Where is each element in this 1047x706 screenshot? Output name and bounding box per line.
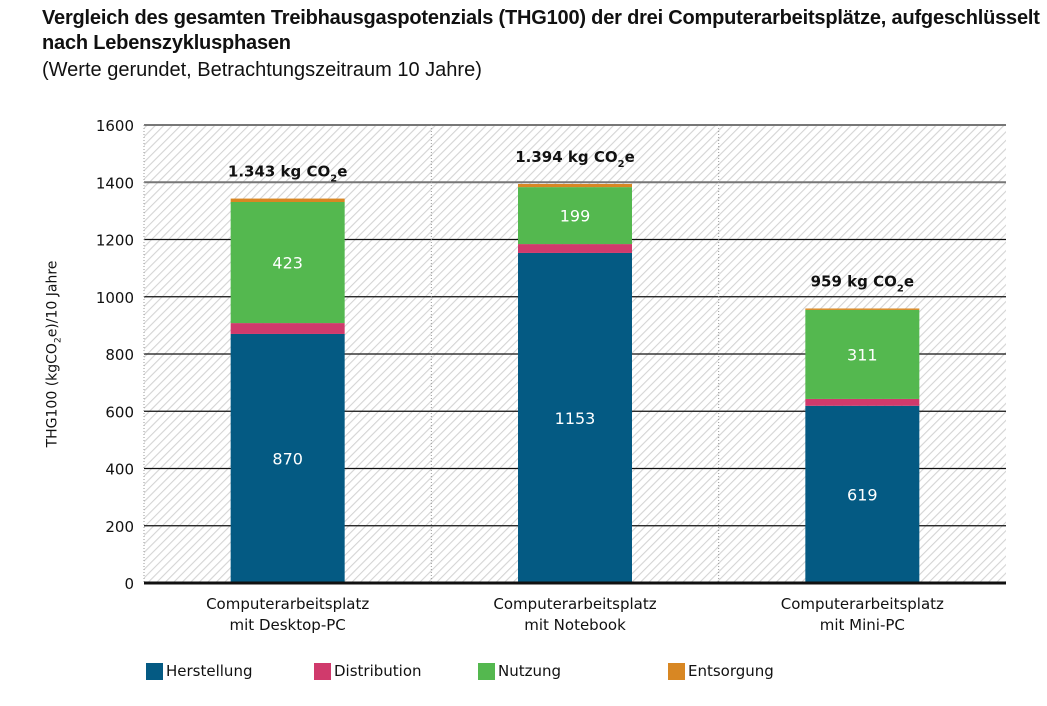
y-tick-label: 400 xyxy=(105,461,134,479)
y-axis-ticks: 0 200 400 600 800 1000 1200 1400 1600 xyxy=(96,117,134,593)
legend-swatch xyxy=(314,662,331,680)
data-label-nutzung: 423 xyxy=(272,254,303,273)
legend-item-nutzung: Nutzung xyxy=(478,662,561,680)
chart-title: Vergleich des gesamten Treibhausgaspoten… xyxy=(42,7,1040,54)
bar-segment-nutzung xyxy=(518,187,632,245)
chart-subtitle: (Werte gerundet, Betrachtungszeitraum 10… xyxy=(42,59,482,81)
legend-swatch xyxy=(478,662,495,680)
total-label: 1.343 kg CO2e xyxy=(228,163,348,185)
total-label: 959 kg CO2e xyxy=(811,272,914,294)
legend-label: Entsorgung xyxy=(688,662,774,680)
bar-segment-herstellung xyxy=(518,252,632,584)
y-tick-label: 1200 xyxy=(96,232,134,250)
bar-segment-entsorgung xyxy=(230,198,345,203)
data-label-herstellung: 619 xyxy=(847,485,878,504)
data-label-herstellung: 1153 xyxy=(555,409,596,428)
y-tick-label: 0 xyxy=(124,575,134,593)
y-tick-label: 1400 xyxy=(96,174,134,192)
bar-segment-nutzung xyxy=(805,309,920,399)
y-tick-label: 800 xyxy=(105,346,134,364)
bar-segment-entsorgung xyxy=(805,308,920,310)
data-label-nutzung: 311 xyxy=(847,345,878,364)
x-category-label: Computerarbeitsplatz mit Mini-PC xyxy=(780,595,944,634)
bar-segment-nutzung xyxy=(230,202,345,324)
legend-label: Herstellung xyxy=(166,662,253,680)
y-tick-label: 200 xyxy=(105,518,134,536)
x-category-label: Computerarbeitsplatz mit Desktop-PC xyxy=(206,595,370,634)
legend-label: Distribution xyxy=(334,662,422,680)
legend-label: Nutzung xyxy=(498,662,562,680)
legend-item-entsorgung: Entsorgung xyxy=(668,662,774,680)
bar-segment-entsorgung xyxy=(518,183,632,188)
y-axis-label: THG100 (kgCO2e)/10 Jahre xyxy=(44,260,64,448)
total-label: 1.394 kg CO2e xyxy=(515,148,635,170)
data-label-herstellung: 870 xyxy=(272,449,303,468)
bar-segment-herstellung xyxy=(230,333,345,583)
data-label-nutzung: 199 xyxy=(560,207,591,226)
bars xyxy=(230,183,920,584)
legend-swatch xyxy=(668,662,685,680)
y-tick-label: 1600 xyxy=(96,117,134,135)
legend-item-herstellung: Herstellung xyxy=(146,662,252,680)
bar-segment-distribution xyxy=(518,244,632,253)
data-labels: 870 423 1.343 kg CO2e 1153 199 1.394 kg CO2e 6… xyxy=(228,148,914,504)
bar-segment-distribution xyxy=(805,398,920,406)
bar-segment-distribution xyxy=(230,323,345,334)
legend-swatch xyxy=(146,662,163,680)
x-category-label: Computerarbeitsplatz mit Notebook xyxy=(493,595,657,634)
y-tick-label: 600 xyxy=(105,403,134,421)
y-tick-label: 1000 xyxy=(96,289,134,307)
bar-segment-herstellung xyxy=(805,405,920,583)
legend-item-distribution: Distribution xyxy=(314,662,422,680)
